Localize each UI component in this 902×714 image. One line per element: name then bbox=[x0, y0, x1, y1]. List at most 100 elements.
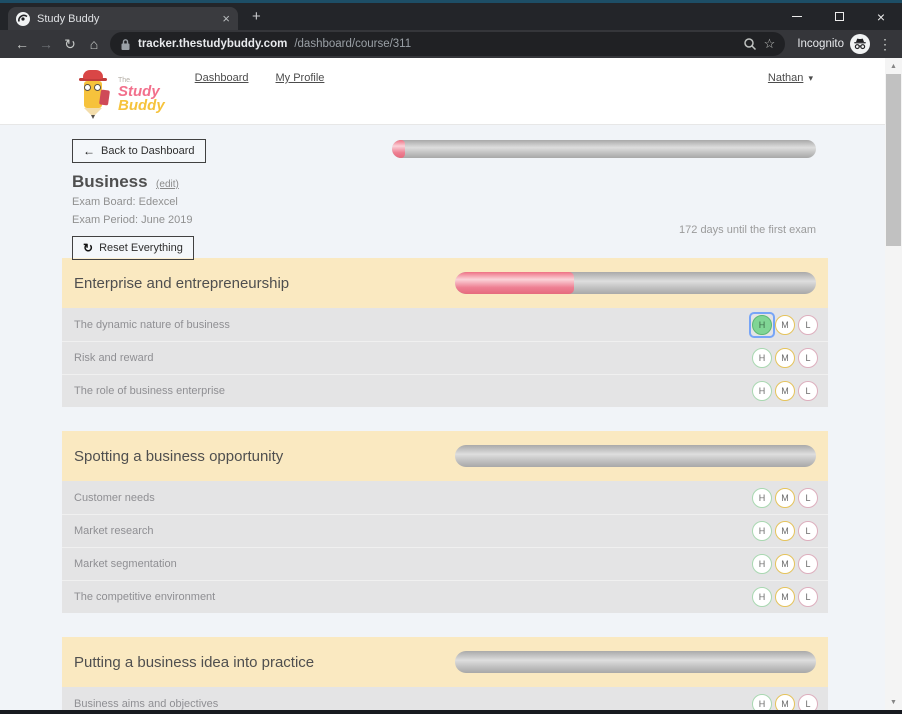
studybuddy-logo[interactable]: The. Study Buddy bbox=[75, 66, 165, 124]
section-header: Putting a business idea into practice bbox=[62, 637, 828, 687]
priority-medium-button[interactable]: M bbox=[775, 521, 795, 541]
priority-high-button[interactable]: H bbox=[752, 521, 772, 541]
section-header: Enterprise and entrepreneurship bbox=[62, 258, 828, 308]
page-viewport: The. Study Buddy Dashboard My Profile Nat… bbox=[0, 58, 885, 714]
section-header: Spotting a business opportunity bbox=[62, 431, 828, 481]
priority-low-button[interactable]: L bbox=[798, 554, 818, 574]
reset-everything-button[interactable]: ↻ Reset Everything bbox=[72, 236, 194, 260]
priority-medium-button[interactable]: M bbox=[775, 381, 795, 401]
priority-medium-button[interactable]: M bbox=[775, 587, 795, 607]
priority-low-button[interactable]: L bbox=[798, 381, 818, 401]
left-arrow-icon: ← bbox=[83, 144, 95, 158]
url-path: /dashboard/course/311 bbox=[294, 38, 412, 50]
reset-icon: ↻ bbox=[83, 241, 94, 255]
priority-low-button[interactable]: L bbox=[798, 348, 818, 368]
priority-high-button[interactable]: H bbox=[752, 381, 772, 401]
chevron-down-icon: ▾ bbox=[808, 73, 813, 83]
section-progress-bar bbox=[455, 445, 816, 467]
section-progress-fill bbox=[455, 272, 575, 294]
priority-high-button[interactable]: H bbox=[752, 554, 772, 574]
address-bar[interactable]: tracker.thestudybuddy.com /dashboard/cou… bbox=[110, 32, 786, 56]
exam-period-text: Exam Period: June 2019 bbox=[72, 213, 193, 226]
site-header: The. Study Buddy Dashboard My Profile Nat… bbox=[0, 58, 885, 125]
minimize-button[interactable] bbox=[776, 3, 818, 30]
incognito-badge-icon bbox=[850, 34, 870, 54]
window-top-accent bbox=[0, 0, 902, 3]
window-bottom-edge bbox=[0, 710, 902, 714]
priority-high-button[interactable]: H bbox=[752, 348, 772, 368]
topic-row: Market research H M L bbox=[62, 514, 828, 547]
topic-name: The competitive environment bbox=[74, 591, 216, 603]
priority-medium-button[interactable]: M bbox=[775, 348, 795, 368]
back-icon[interactable]: ← bbox=[15, 36, 29, 52]
tab-title: Study Buddy bbox=[37, 12, 100, 25]
overall-progress-fill bbox=[392, 140, 405, 158]
browser-titlebar: Study Buddy × + × bbox=[0, 3, 902, 30]
reload-icon[interactable]: ↻ bbox=[64, 35, 76, 52]
logo-wordmark: The. Study Buddy bbox=[118, 76, 165, 114]
user-menu[interactable]: Nathan ▾ bbox=[768, 72, 813, 84]
browser-tab[interactable]: Study Buddy × bbox=[8, 7, 238, 30]
course-section: Putting a business idea into practice Bus… bbox=[62, 637, 828, 714]
incognito-label: Incognito bbox=[797, 38, 844, 50]
window-controls: × bbox=[776, 3, 902, 30]
pencil-mascot-icon bbox=[75, 70, 111, 120]
home-icon[interactable]: ⌂ bbox=[89, 36, 99, 52]
priority-high-button[interactable]: H bbox=[752, 587, 772, 607]
priority-low-button[interactable]: L bbox=[798, 587, 818, 607]
back-to-dashboard-button[interactable]: ← Back to Dashboard bbox=[72, 139, 206, 163]
exam-board-text: Exam Board: Edexcel bbox=[72, 196, 178, 208]
new-tab-button[interactable]: + bbox=[252, 8, 261, 25]
maximize-button[interactable] bbox=[818, 3, 860, 30]
course-page-content: ← Back to Dashboard Business (edit) Exam… bbox=[0, 125, 885, 714]
browser-toolbar: ← → ↻ ⌂ tracker.thestudybuddy.com /dashb… bbox=[0, 30, 902, 58]
page-scrollbar: ▲ ▼ bbox=[885, 58, 902, 714]
section-progress-bar bbox=[455, 272, 816, 294]
priority-low-button[interactable]: L bbox=[798, 521, 818, 541]
scroll-down-icon[interactable]: ▼ bbox=[890, 698, 897, 706]
priority-high-button[interactable]: H bbox=[752, 487, 772, 508]
site-favicon-icon bbox=[16, 11, 30, 26]
topic-name: Market research bbox=[74, 525, 154, 537]
close-button[interactable]: × bbox=[876, 8, 886, 25]
maximize-icon bbox=[834, 12, 844, 21]
nav-link-dashboard[interactable]: Dashboard bbox=[194, 72, 249, 84]
topic-name: The role of business enterprise bbox=[74, 385, 226, 397]
topic-name: Market segmentation bbox=[74, 558, 177, 570]
bookmark-star-icon[interactable]: ☆ bbox=[763, 36, 776, 51]
priority-medium-button[interactable]: M bbox=[775, 554, 795, 574]
priority-medium-button[interactable]: M bbox=[775, 314, 795, 335]
priority-medium-button[interactable]: M bbox=[775, 487, 795, 508]
scroll-up-icon[interactable]: ▲ bbox=[890, 62, 897, 70]
section-title: Putting a business idea into practice bbox=[74, 653, 315, 671]
nav-link-my-profile[interactable]: My Profile bbox=[275, 72, 325, 84]
section-title: Spotting a business opportunity bbox=[74, 447, 284, 465]
priority-low-button[interactable]: L bbox=[798, 314, 818, 335]
forward-icon[interactable]: → bbox=[39, 36, 53, 52]
topic-name: Risk and reward bbox=[74, 352, 154, 364]
browser-menu-icon[interactable]: ⋮ bbox=[878, 35, 892, 52]
scrollbar-thumb[interactable] bbox=[886, 74, 901, 246]
course-title: Business bbox=[72, 172, 148, 191]
priority-high-button[interactable]: H bbox=[749, 311, 775, 338]
main-nav: Dashboard My Profile bbox=[195, 72, 325, 124]
tab-close-icon[interactable]: × bbox=[222, 11, 230, 26]
section-title: Enterprise and entrepreneurship bbox=[74, 274, 290, 292]
overall-progress-bar bbox=[392, 140, 816, 158]
topic-row: The dynamic nature of business H M L bbox=[62, 308, 828, 341]
priority-low-button[interactable]: L bbox=[798, 487, 818, 508]
topic-row: Risk and reward H M L bbox=[62, 341, 828, 374]
user-name: Nathan bbox=[767, 72, 804, 84]
topic-name: The dynamic nature of business bbox=[74, 318, 230, 331]
course-header: ← Back to Dashboard Business (edit) Exam… bbox=[62, 139, 828, 260]
zoom-icon[interactable] bbox=[743, 37, 757, 51]
edit-course-link[interactable]: (edit) bbox=[156, 179, 179, 190]
minimize-icon bbox=[792, 16, 802, 17]
lock-icon bbox=[120, 38, 131, 51]
